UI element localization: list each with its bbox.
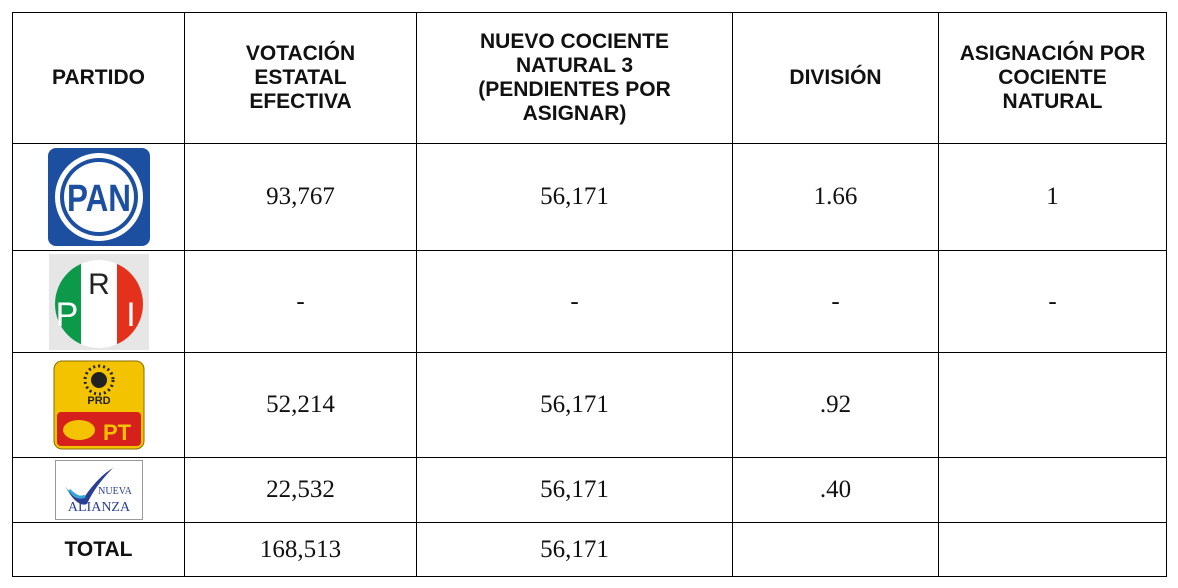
logo-text: P: [55, 296, 78, 334]
cell: .92: [732, 352, 939, 458]
cell: 56,171: [416, 352, 733, 458]
cell: -: [732, 250, 939, 353]
row: PRD PT 52,214 56,171 .92: [12, 352, 1167, 458]
cell: -: [938, 250, 1167, 353]
row: P R I - - - -: [12, 250, 1167, 353]
logo-text: I: [126, 296, 135, 334]
logo-text: PRD: [87, 395, 110, 407]
logo-cell: NUEVA ALIANZA: [12, 457, 185, 523]
logo-text: R: [88, 268, 110, 301]
cell: 1.66: [732, 143, 939, 251]
pan-logo: PAN: [47, 148, 150, 246]
header-cell: ASIGNACIÓN POR COCIENTE NATURAL: [938, 12, 1167, 144]
logo-cell: PRD PT: [12, 352, 185, 458]
row: PAN 93,767 56,171 1.66 1: [12, 143, 1167, 251]
logo-cell: PAN: [12, 143, 185, 251]
total-row: TOTAL 168,513 56,171: [12, 522, 1167, 577]
cell: 1: [938, 143, 1167, 251]
pri-logo: P R I: [48, 253, 149, 350]
logo-text: ALIANZA: [67, 500, 130, 515]
cell: .40: [732, 457, 939, 523]
cell: 56,171: [416, 143, 733, 251]
header-cell: DIVISIÓN: [732, 12, 939, 144]
cell: 52,214: [184, 352, 417, 458]
cell: 22,532: [184, 457, 417, 523]
cell: -: [416, 250, 733, 353]
logo-text: PAN: [67, 178, 131, 220]
cell: 168,513: [184, 522, 417, 577]
cell: -: [184, 250, 417, 353]
cell: [938, 522, 1167, 577]
logo-text: PT: [102, 420, 131, 445]
prd-pt-logo: PRD PT: [53, 360, 144, 450]
logo-text: NUEVA: [98, 486, 132, 497]
cell: 56,171: [416, 522, 733, 577]
header-cell: PARTIDO: [12, 12, 185, 144]
logo-cell: P R I: [12, 250, 185, 353]
results-table: PARTIDO VOTACIÓN ESTATAL EFECTIVA NUEVO …: [12, 12, 1167, 577]
cell: [732, 522, 939, 577]
cell: [938, 352, 1167, 458]
header-cell: VOTACIÓN ESTATAL EFECTIVA: [184, 12, 417, 144]
cell: 56,171: [416, 457, 733, 523]
header-cell: NUEVO COCIENTE NATURAL 3 (PENDIENTES POR…: [416, 12, 733, 144]
total-label: TOTAL: [12, 522, 185, 577]
header-row: PARTIDO VOTACIÓN ESTATAL EFECTIVA NUEVO …: [12, 12, 1167, 144]
cell: 93,767: [184, 143, 417, 251]
cell: [938, 457, 1167, 523]
nueva-alianza-logo: NUEVA ALIANZA: [54, 460, 143, 520]
row: NUEVA ALIANZA 22,532 56,171 .40: [12, 457, 1167, 523]
